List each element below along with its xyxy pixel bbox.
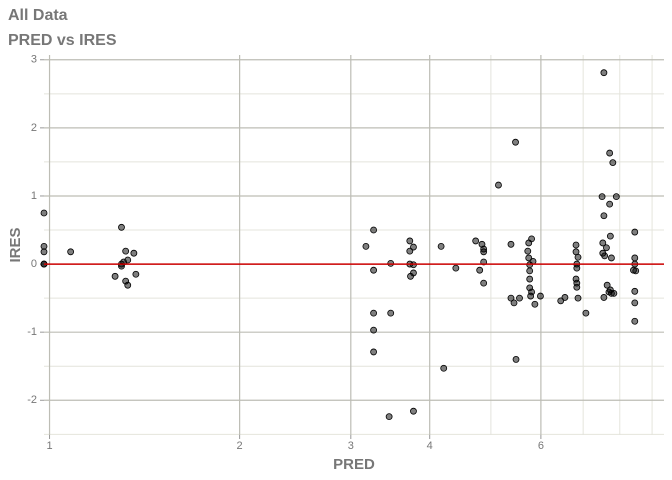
point	[631, 254, 639, 262]
point	[603, 281, 611, 289]
chart-title: All Data	[8, 7, 68, 24]
point	[601, 252, 609, 260]
point	[406, 237, 414, 245]
point	[130, 249, 138, 257]
point	[537, 292, 544, 300]
point	[480, 279, 488, 287]
point	[507, 294, 515, 302]
chart-subtitle: PRED vs IRES	[8, 32, 117, 49]
point	[516, 294, 523, 302]
point	[609, 159, 617, 166]
point	[410, 243, 417, 251]
point	[574, 253, 582, 261]
point	[606, 149, 614, 157]
point	[574, 294, 582, 302]
point	[600, 69, 608, 77]
point	[385, 413, 393, 421]
point	[606, 232, 614, 240]
point	[370, 309, 377, 317]
x-tick-label: 1	[46, 440, 52, 452]
y-tick-label: 1	[31, 190, 37, 202]
y-axis-label: IRES	[7, 227, 24, 262]
point	[600, 212, 608, 220]
point	[476, 266, 484, 274]
point	[582, 309, 590, 317]
point	[528, 288, 535, 296]
point	[612, 193, 620, 201]
point	[387, 309, 395, 317]
y-tick-label: 2	[31, 122, 37, 134]
point	[122, 247, 130, 255]
y-tick-label: -2	[27, 394, 37, 406]
point	[370, 226, 377, 234]
point	[631, 287, 639, 295]
point	[561, 294, 569, 301]
point	[370, 326, 377, 334]
point	[610, 289, 618, 297]
point	[472, 237, 480, 245]
y-tick-label: 0	[31, 258, 37, 270]
y-tick-label: 3	[31, 54, 37, 66]
point	[124, 281, 132, 289]
point	[598, 193, 606, 201]
point	[40, 248, 48, 256]
point	[608, 254, 615, 262]
point	[437, 242, 445, 250]
point	[452, 264, 460, 272]
point	[573, 264, 581, 272]
point	[124, 256, 132, 264]
point	[362, 242, 370, 250]
point	[67, 248, 75, 256]
point	[370, 266, 377, 274]
point	[40, 209, 48, 217]
point	[599, 239, 607, 247]
x-tick-label: 2	[237, 440, 243, 452]
point	[510, 299, 518, 307]
point	[606, 200, 614, 208]
point	[631, 317, 639, 325]
point	[370, 348, 377, 356]
point	[495, 181, 502, 189]
x-tick-label: 4	[427, 440, 433, 452]
point	[480, 248, 488, 256]
x-tick-label: 3	[348, 440, 354, 452]
point	[528, 235, 535, 243]
point	[600, 294, 608, 301]
point	[440, 364, 448, 372]
point	[132, 270, 140, 278]
point	[631, 228, 639, 236]
x-axis-label: PRED	[333, 456, 375, 473]
point	[507, 240, 515, 248]
point	[531, 300, 539, 308]
point	[572, 241, 580, 249]
point	[410, 269, 417, 277]
point	[526, 275, 534, 283]
point	[524, 247, 532, 255]
point	[632, 267, 640, 275]
point	[512, 356, 520, 363]
point	[603, 244, 610, 252]
y-tick-label: -1	[27, 326, 37, 338]
x-tick-label: 6	[538, 440, 544, 452]
point	[631, 299, 639, 307]
point	[111, 272, 119, 280]
point	[512, 138, 519, 146]
point	[118, 223, 125, 231]
point	[573, 283, 581, 291]
point	[526, 267, 534, 275]
point	[410, 407, 417, 415]
